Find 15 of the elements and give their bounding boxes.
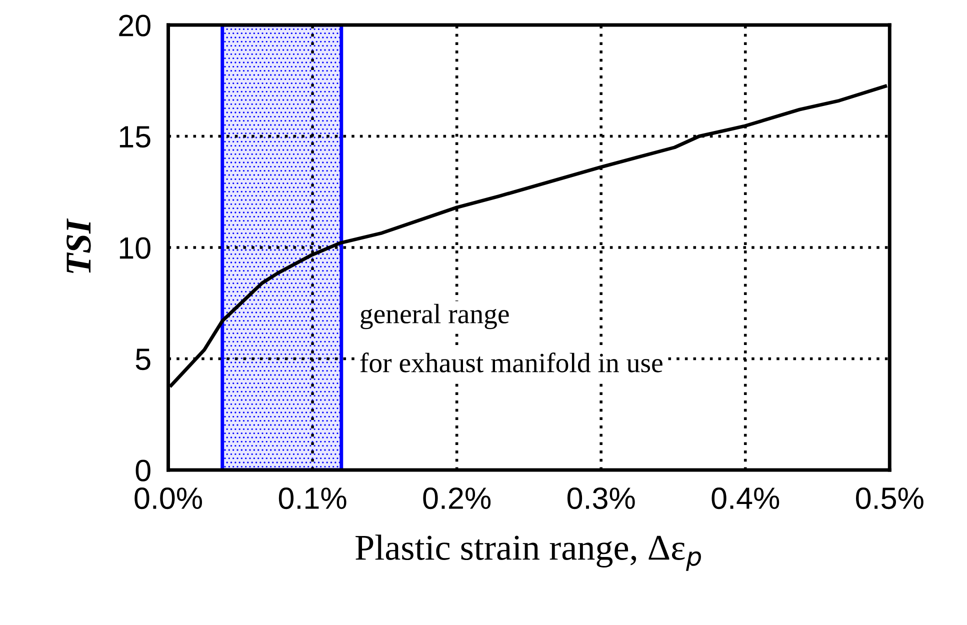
annotation: general range bbox=[360, 304, 509, 330]
y-tick-label: 20 bbox=[119, 14, 150, 36]
y-tick-label: 5 bbox=[136, 348, 150, 370]
x-tick-label: 0.2% bbox=[423, 487, 491, 510]
x-tick-label: 0.4% bbox=[712, 487, 780, 510]
x-tick-label: 0.1% bbox=[278, 487, 346, 510]
x-tick-label: 0.0% bbox=[134, 487, 202, 510]
x-axis-title: Plastic strain range, Δε$_{p}$ bbox=[356, 534, 701, 571]
y-tick-label: 10 bbox=[120, 237, 150, 259]
x-tick-label: 0.5% bbox=[856, 487, 924, 510]
y-tick-label: 0 bbox=[136, 460, 150, 482]
x-tick-label: 0.3% bbox=[567, 487, 635, 510]
y-tick-label: 15 bbox=[120, 126, 150, 148]
annotation: for exhaust manifold in use bbox=[360, 352, 662, 372]
y-axis-title: TSI bbox=[66, 218, 91, 273]
